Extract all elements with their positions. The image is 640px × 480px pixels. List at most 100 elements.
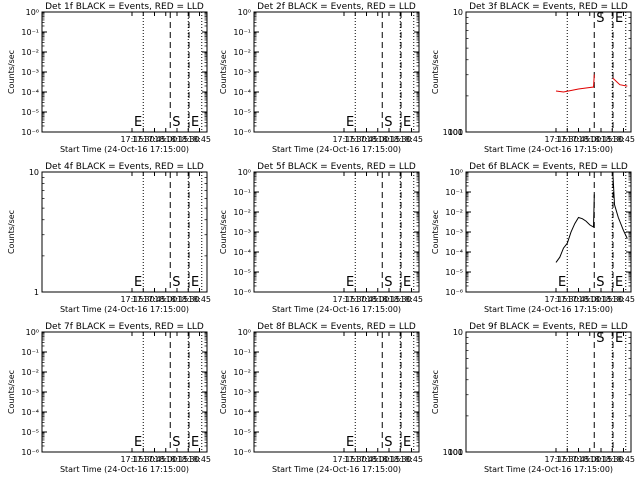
event-marker-label: S [172, 275, 180, 290]
x-tick-label: 17:15 [544, 295, 567, 304]
x-axis-label: Start Time (24-Oct-16 17:15:00) [272, 305, 401, 314]
event-marker-label: E [403, 275, 411, 290]
y-tick-label: 10⁻² [233, 208, 251, 217]
y-tick-label: 10⁻² [445, 208, 463, 217]
event-marker-label: E [615, 331, 623, 346]
x-tick-label: 17:45 [143, 295, 166, 304]
x-tick-label: 18:45 [188, 455, 211, 464]
y-axis-label: Counts/sec [7, 210, 16, 254]
detector-panel-7: Det 7f BLACK = Events, RED = LLD Counts/s… [7, 322, 211, 474]
event-marker-label: S [596, 331, 604, 346]
x-axis-label: Start Time (24-Oct-16 17:15:00) [60, 145, 189, 154]
y-tick-label: 10⁻⁶ [21, 128, 39, 137]
panel-title: Det 2f BLACK = Events, RED = LLD [257, 2, 416, 12]
y-axis-label: Counts/sec [219, 50, 228, 94]
x-tick-label: 17:30 [556, 135, 579, 144]
event-marker-label: E [191, 435, 199, 450]
x-tick-label: 18:45 [400, 295, 423, 304]
y-tick-label: 10⁻³ [233, 228, 251, 237]
y-tick-label: 10⁻⁵ [21, 428, 39, 437]
x-tick-label: 17:45 [355, 455, 378, 464]
y-tick-label: 10⁻⁴ [21, 88, 39, 97]
detector-panel-5: Det 5f BLACK = Events, RED = LLD Counts/s… [219, 162, 423, 314]
event-marker-label: E [134, 275, 142, 290]
plot-frame [253, 11, 420, 133]
detector-panel-2: Det 2f BLACK = Events, RED = LLD Counts/s… [219, 2, 423, 154]
y-tick-label: 10⁻³ [21, 68, 39, 77]
panel-title: Det 9f BLACK = Events, RED = LLD [469, 322, 628, 332]
event-marker-label: S [172, 115, 180, 130]
y-axis-label: Counts/sec [431, 370, 440, 414]
event-marker-label: S [596, 11, 604, 26]
detector-panel-8: Det 8f BLACK = Events, RED = LLD Counts/s… [219, 322, 423, 474]
x-tick-label: 18:15 [165, 135, 188, 144]
event-marker-label: E [615, 11, 623, 26]
x-tick-label: 18:15 [589, 135, 612, 144]
y-tick-label: 10⁰ [238, 8, 251, 17]
y-tick-label: 10⁻⁵ [233, 108, 251, 117]
y-tick-label: 10⁻¹ [21, 348, 39, 357]
x-tick-label: 18:00 [154, 455, 177, 464]
x-tick-label: 17:45 [355, 135, 378, 144]
x-tick-label: 18:00 [366, 135, 389, 144]
y-tick-label: 10⁻⁵ [21, 108, 39, 117]
plot-frame [253, 331, 420, 453]
x-tick-label: 18:15 [377, 455, 400, 464]
event-marker-label: S [384, 435, 392, 450]
x-tick-label: 17:15 [120, 135, 143, 144]
event-marker-label: E [346, 115, 354, 130]
y-axis-label: Counts/sec [7, 370, 16, 414]
x-tick-label: 18:00 [578, 295, 601, 304]
event-marker-label: E [346, 435, 354, 450]
x-tick-label: 17:30 [132, 135, 155, 144]
x-tick-label: 17:30 [344, 455, 367, 464]
event-marker-label: E [403, 115, 411, 130]
y-tick-label: 10⁻² [233, 368, 251, 377]
y-tick-label: 10⁻¹ [233, 348, 251, 357]
x-tick-label: 17:15 [544, 135, 567, 144]
y-axis-label: Counts/sec [7, 50, 16, 94]
x-axis-label: Start Time (24-Oct-16 17:15:00) [272, 145, 401, 154]
y-tick-label: 10⁰ [450, 168, 463, 177]
x-tick-label: 18:15 [165, 295, 188, 304]
detector-panel-3: Det 3f BLACK = Events, RED = LLD Counts/s… [431, 2, 635, 154]
x-tick-label: 18:15 [165, 455, 188, 464]
y-tick-label: 10⁻⁴ [445, 248, 463, 257]
y-tick-label: 100 [448, 128, 463, 137]
y-axis-label: Counts/sec [431, 210, 440, 254]
x-tick-label: 18:30 [601, 455, 624, 464]
event-marker-label: S [596, 275, 604, 290]
x-axis-label: Start Time (24-Oct-16 17:15:00) [484, 305, 613, 314]
y-tick-label: 10⁻² [233, 48, 251, 57]
y-tick-label: 10⁻¹ [233, 188, 251, 197]
x-axis-label: Start Time (24-Oct-16 17:15:00) [484, 145, 613, 154]
event-marker-label: E [191, 115, 199, 130]
x-tick-label: 17:45 [143, 455, 166, 464]
event-marker-label: S [172, 435, 180, 450]
detector-panel-6: Det 6f BLACK = Events, RED = LLD Counts/s… [431, 162, 635, 314]
panel-title: Det 3f BLACK = Events, RED = LLD [469, 2, 628, 12]
y-tick-label: 100 [448, 448, 463, 457]
y-tick-label: 10⁻² [21, 48, 39, 57]
x-tick-label: 17:30 [344, 295, 367, 304]
y-axis-label: Counts/sec [219, 370, 228, 414]
x-tick-label: 18:30 [601, 295, 624, 304]
x-tick-label: 18:30 [177, 295, 200, 304]
x-tick-label: 17:30 [344, 135, 367, 144]
x-tick-label: 18:15 [377, 135, 400, 144]
detector-panel-4: Det 4f BLACK = Events, RED = LLD Counts/s… [7, 162, 211, 314]
x-tick-label: 18:45 [400, 455, 423, 464]
event-marker-label: E [403, 435, 411, 450]
x-tick-label: 18:15 [589, 455, 612, 464]
plot-frame [41, 11, 208, 133]
panel-title: Det 1f BLACK = Events, RED = LLD [45, 2, 204, 12]
x-tick-label: 18:00 [154, 135, 177, 144]
y-tick-label: 1000 [443, 448, 463, 457]
x-tick-label: 18:45 [400, 135, 423, 144]
x-tick-label: 17:45 [567, 135, 590, 144]
x-tick-label: 18:30 [389, 295, 412, 304]
y-tick-label: 10⁻³ [233, 68, 251, 77]
y-tick-label: 1000 [443, 128, 463, 137]
panel-title: Det 7f BLACK = Events, RED = LLD [45, 322, 204, 332]
